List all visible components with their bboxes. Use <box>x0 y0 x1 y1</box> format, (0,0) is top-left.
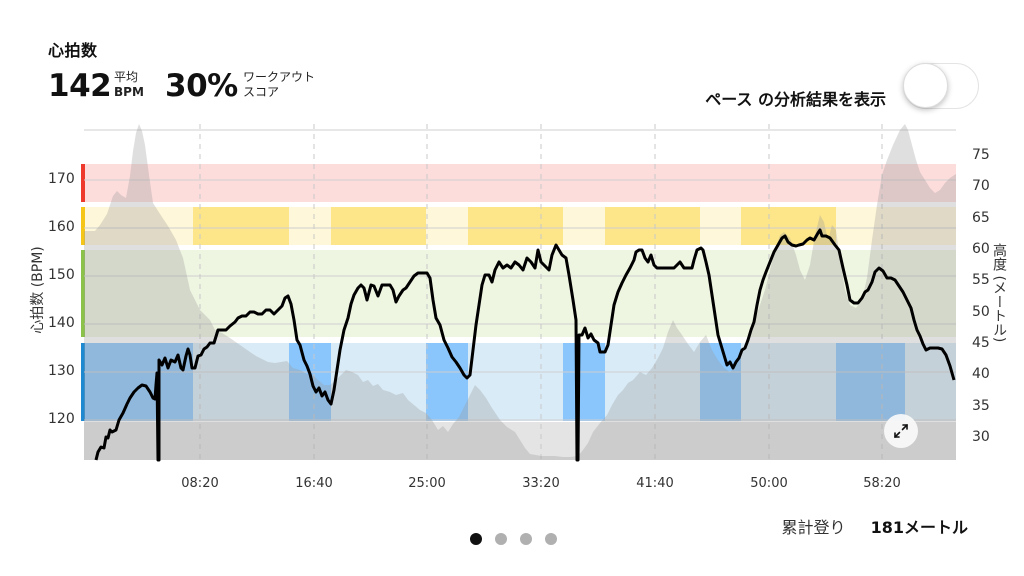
y2-tick-40: 40 <box>972 366 990 382</box>
avg-label-top: 平均 <box>114 70 139 84</box>
y-tick-150: 150 <box>48 267 75 283</box>
y2-tick-75: 75 <box>972 147 990 163</box>
y-axis-label-hr: 心拍数 (BPM) <box>30 246 46 334</box>
time-gridlines <box>199 124 883 460</box>
chart-title: 心拍数 <box>48 41 98 60</box>
y-axis-label-elevation: 高度 (メートル) <box>991 243 1007 343</box>
y2-tick-70: 70 <box>972 178 990 194</box>
x-tick: 58:20 <box>863 476 901 491</box>
toggle-knob <box>903 63 948 108</box>
y2-tick-30: 30 <box>972 429 990 445</box>
page-dot-2[interactable] <box>495 533 507 545</box>
x-tick: 33:20 <box>522 476 560 491</box>
page-dot-4[interactable] <box>545 533 557 545</box>
heart-rate-line <box>94 228 956 462</box>
total-climb-value: 181メートル <box>870 518 968 537</box>
page-indicator <box>470 533 557 545</box>
y-tick-160: 160 <box>48 219 75 235</box>
score-label-bottom: スコア <box>243 85 280 99</box>
y-tick-120: 120 <box>48 411 75 427</box>
x-tick: 08:20 <box>181 476 219 491</box>
avg-label-unit: BPM <box>114 85 144 99</box>
avg-hr-label: 平均 BPM <box>114 70 144 100</box>
y2-tick-45: 45 <box>972 335 990 351</box>
y2-tick-50: 50 <box>972 304 990 320</box>
y2-tick-65: 65 <box>972 210 990 226</box>
avg-hr-value: 142 <box>48 68 112 104</box>
total-climb: 累計登り 181メートル <box>781 514 968 538</box>
x-tick: 41:40 <box>636 476 674 491</box>
page-dot-1[interactable] <box>470 533 482 545</box>
zone-bands <box>84 164 956 460</box>
expand-chart-button[interactable] <box>884 414 918 448</box>
pace-analysis-toggle[interactable] <box>903 63 979 109</box>
elevation-area <box>84 124 956 460</box>
y2-tick-35: 35 <box>972 398 990 414</box>
y2-tick-60: 60 <box>972 241 990 257</box>
gridlines <box>84 129 956 421</box>
y-tick-130: 130 <box>48 363 75 379</box>
x-tick: 16:40 <box>295 476 333 491</box>
total-climb-label: 累計登り <box>781 518 846 537</box>
zone-markers <box>81 164 85 421</box>
y-tick-170: 170 <box>48 171 75 187</box>
expand-arrows-icon <box>894 424 908 438</box>
page-dot-3[interactable] <box>520 533 532 545</box>
y-tick-140: 140 <box>48 315 75 331</box>
score-label-top: ワークアウト <box>243 70 316 84</box>
workout-score-label: ワークアウト スコア <box>243 70 315 100</box>
x-tick: 50:00 <box>750 476 788 491</box>
x-tick: 25:00 <box>408 476 446 491</box>
y2-tick-55: 55 <box>972 272 990 288</box>
pace-analysis-label: ペース の分析結果を表示 <box>705 90 886 109</box>
workout-score-value: 30% <box>165 68 238 104</box>
